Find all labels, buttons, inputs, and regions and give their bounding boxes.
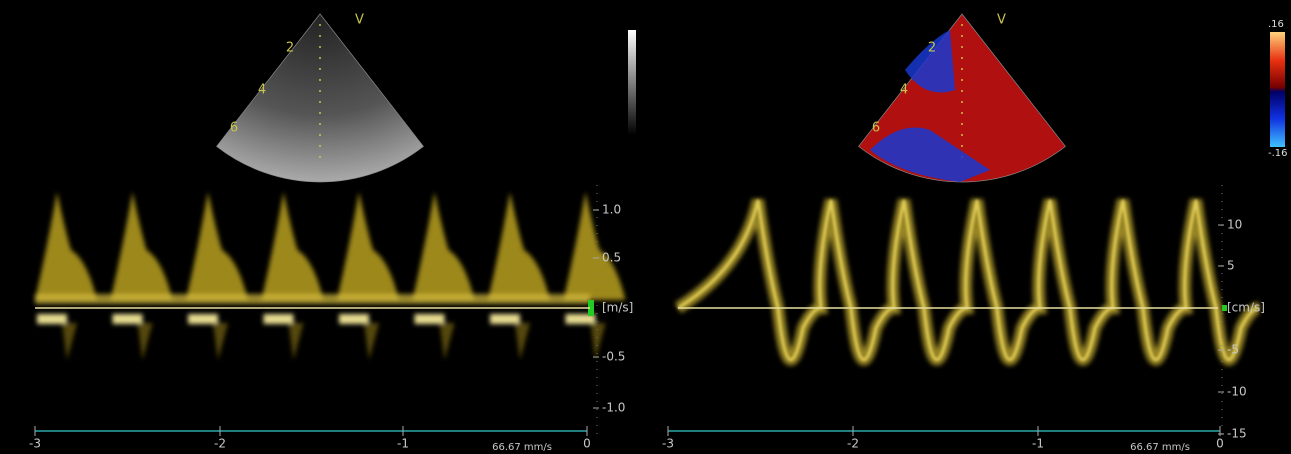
scanline-dot	[319, 57, 321, 59]
spectral-neg	[364, 323, 379, 360]
scanline-dot	[961, 68, 963, 70]
depth-label: 6	[230, 121, 238, 136]
spectral-peak	[412, 192, 475, 300]
scanline-dot	[961, 79, 963, 81]
view-label: V	[355, 13, 364, 28]
spectral-peak	[488, 192, 550, 300]
view-label: V	[997, 13, 1006, 28]
velocity-tick-label: -1.0	[602, 401, 625, 415]
time-tick-label: -3	[662, 437, 674, 451]
scanline-dot	[961, 112, 963, 114]
spectral-neg	[590, 323, 606, 360]
velocity-tick-label: -10	[1227, 385, 1247, 399]
spectral-floor	[35, 294, 590, 304]
doppler-trace	[674, 198, 1260, 366]
scanline-dot	[319, 101, 321, 103]
scanline-dot	[319, 46, 321, 48]
scanline-dot	[319, 145, 321, 147]
time-tick-label: 0	[583, 437, 591, 451]
scanline-dot	[319, 68, 321, 70]
velocity-tick-label: 5	[1227, 259, 1235, 273]
velocity-tick-label: -15	[1227, 427, 1247, 441]
sector-image	[216, 13, 424, 183]
spectral-band	[490, 314, 520, 324]
scanline-dot	[961, 123, 963, 125]
spectral-band	[37, 314, 67, 324]
sweep-speed: 66.67 mm/s	[492, 442, 552, 453]
time-tick-label: -2	[214, 437, 226, 451]
spectral-peak	[563, 192, 626, 300]
velocity-tick-label: -0.5	[602, 350, 625, 364]
gray-bar	[628, 30, 636, 135]
spectral-neg	[213, 323, 228, 360]
velocity-unit: [m/s]	[602, 301, 633, 315]
spectral-band	[263, 314, 294, 324]
spectral-neg	[288, 323, 304, 360]
scanline-dot	[961, 145, 963, 147]
scanline-dot	[961, 46, 963, 48]
velocity-tick-label: 0.5	[602, 251, 621, 265]
velocity-tick-label: 1.0	[602, 203, 621, 217]
velocity-unit: [cm/s]	[1227, 301, 1265, 315]
time-tick-label: -3	[29, 437, 41, 451]
scanline-dot	[961, 90, 963, 92]
spectral-neg	[515, 323, 530, 360]
spectral-band	[188, 314, 218, 324]
doppler-trace-core	[677, 199, 1260, 362]
doppler-spectrum	[674, 198, 1260, 366]
color-bar	[1270, 32, 1285, 147]
spectral-peak	[337, 192, 399, 300]
depth-label: 2	[928, 41, 936, 56]
time-tick-label: -1	[1032, 437, 1044, 451]
scanline-dot	[319, 79, 321, 81]
flow-blue	[870, 30, 990, 182]
spectral-peak	[110, 192, 173, 300]
color-scale-label: .16	[1268, 19, 1284, 30]
velocity-tick-label: 10	[1227, 218, 1242, 232]
scanline-dot	[319, 35, 321, 37]
depth-label: 4	[900, 83, 908, 98]
scanline-dot	[319, 112, 321, 114]
spectral-peak	[35, 192, 97, 300]
velocity-marker	[1222, 305, 1227, 311]
scanline-dot	[961, 101, 963, 103]
sweep-speed: 66.67 mm/s	[1130, 442, 1190, 453]
depth-label: 4	[258, 83, 266, 98]
time-tick-label: -1	[397, 437, 409, 451]
velocity-marker	[588, 300, 594, 316]
depth-label: 6	[872, 121, 880, 136]
spectral-band	[414, 314, 445, 324]
doppler-spectrum	[35, 192, 626, 360]
scanline-dot	[319, 134, 321, 136]
time-tick-label: -2	[847, 437, 859, 451]
scanline-dot	[319, 24, 321, 26]
scanline-dot	[961, 134, 963, 136]
spectral-neg	[137, 323, 153, 360]
spectral-neg	[439, 323, 455, 360]
scanline-dot	[961, 57, 963, 59]
spectral-band	[339, 314, 369, 324]
spectral-band	[112, 314, 143, 324]
spectral-peak	[186, 192, 248, 300]
scanline-dot	[961, 35, 963, 37]
depth-label: 2	[286, 41, 294, 56]
scanline-dot	[961, 24, 963, 26]
scanline-dot	[319, 90, 321, 92]
time-tick-label: 0	[1216, 437, 1224, 451]
velocity-tick-label: -5	[1227, 343, 1239, 357]
scanline-dot	[319, 156, 321, 158]
color-scale-label: -.16	[1268, 148, 1288, 159]
spectral-band	[565, 314, 596, 324]
scanline-dot	[319, 123, 321, 125]
spectral-peak	[261, 192, 324, 300]
spectral-neg	[62, 323, 77, 360]
